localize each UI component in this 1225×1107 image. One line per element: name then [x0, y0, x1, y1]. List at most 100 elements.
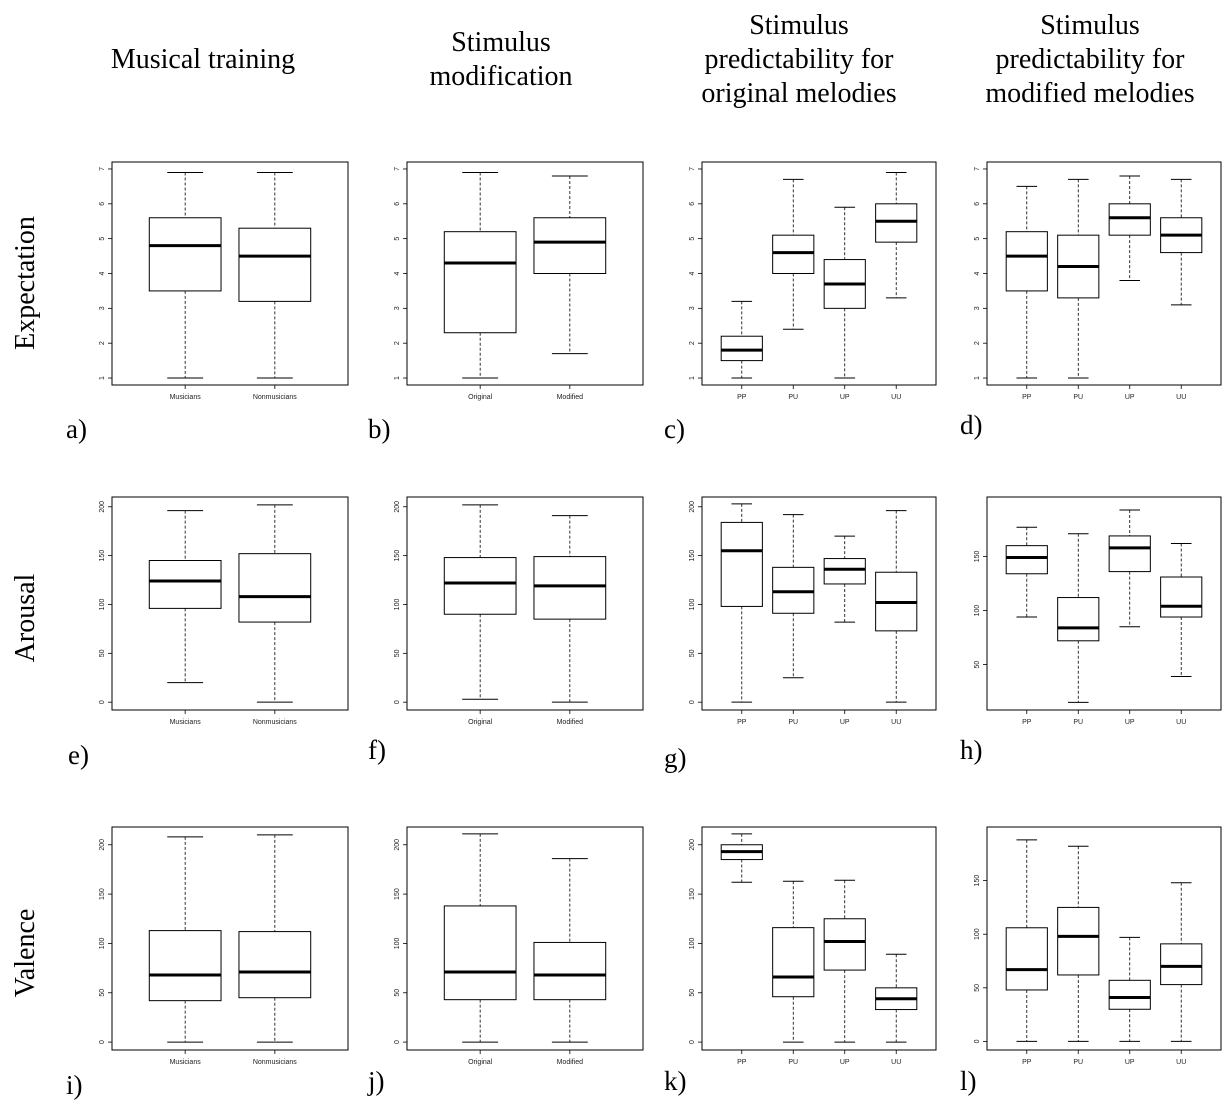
y-tick-label: 7 [689, 167, 696, 171]
iqr-box [443, 231, 517, 334]
y-tick-label: 100 [974, 928, 981, 940]
y-tick-label: 200 [394, 501, 401, 513]
y-tick-label: 2 [394, 341, 401, 345]
y-tick-label: 3 [99, 306, 106, 310]
box-up [1108, 509, 1151, 714]
box-uu [1160, 178, 1203, 389]
box-musicians [148, 510, 222, 714]
boxplot-l: 0 50 100 150 PP PU UP UU [974, 826, 1222, 1066]
x-tick-label: PU [1073, 1059, 1083, 1066]
box-original [443, 833, 517, 1054]
box-up [1108, 936, 1151, 1054]
y-tick-label: 50 [974, 984, 981, 992]
y-tick-label: 150 [394, 888, 401, 900]
y-tick-label: 6 [99, 202, 106, 206]
x-tick-label: PP [1022, 719, 1032, 726]
x-tick-label: PU [788, 719, 798, 726]
x-tick-label: PU [1073, 394, 1083, 401]
y-tick-label: 100 [394, 599, 401, 611]
plot-frame [701, 496, 937, 711]
panel-label-l: l) [960, 1066, 977, 1096]
x-tick-label: PU [788, 394, 798, 401]
x-tick-label: UU [891, 719, 901, 726]
iqr-box [875, 203, 918, 243]
box-original [443, 504, 517, 714]
box-nonmusicians [238, 834, 312, 1054]
y-tick-label: 200 [394, 839, 401, 851]
y-tick-label: 0 [99, 700, 106, 704]
y-tick-label: 100 [974, 605, 981, 617]
x-tick-label: PU [788, 1059, 798, 1066]
iqr-box [148, 930, 222, 1002]
y-tick-label: 100 [394, 937, 401, 949]
plot-frame [986, 826, 1222, 1051]
x-tick-label: PP [1022, 1059, 1032, 1066]
iqr-box [1160, 943, 1203, 986]
box-musicians [148, 836, 222, 1054]
box-pp [720, 503, 763, 714]
box-nonmusicians [238, 171, 312, 389]
row-header-valence: Valence [10, 908, 41, 997]
panel-label-k: k) [664, 1066, 687, 1096]
iqr-box [1160, 576, 1203, 618]
boxplot-c: 1 2 3 4 5 6 7 PP PU UP UU [689, 161, 937, 401]
box-pp [1005, 839, 1048, 1054]
x-tick-label: UU [1176, 719, 1186, 726]
y-tick-label: 150 [689, 550, 696, 562]
box-uu [875, 953, 918, 1054]
x-tick-label: UP [840, 719, 850, 726]
y-tick-label: 7 [394, 167, 401, 171]
iqr-box [720, 335, 763, 362]
y-tick-label: 0 [974, 1039, 981, 1043]
plot-frame [111, 496, 349, 711]
panel-label-d: d) [960, 410, 983, 440]
plot-frame [111, 826, 349, 1051]
iqr-box [148, 560, 222, 609]
y-tick-label: 200 [689, 839, 696, 851]
boxplot-f: 0 50 100 150 200 Original Modified [394, 496, 644, 726]
y-tick-label: 2 [99, 341, 106, 345]
boxplot-e: 0 50 100 150 200 Musicians Nonmusicians [99, 496, 349, 726]
panel-label-a: a) [66, 414, 87, 444]
box-nonmusicians [238, 504, 312, 714]
box-up [1108, 175, 1151, 389]
boxplot-a: 1 2 3 4 5 6 7 Musicians Nonmusicians [99, 161, 349, 401]
iqr-box [1005, 545, 1048, 575]
x-tick-label: UU [891, 394, 901, 401]
y-tick-label: 100 [689, 599, 696, 611]
y-tick-label: 50 [394, 649, 401, 657]
y-tick-label: 4 [394, 271, 401, 275]
y-tick-label: 0 [689, 700, 696, 704]
box-uu [875, 510, 918, 714]
y-tick-label: 3 [974, 306, 981, 310]
panel-label-i: i) [66, 1070, 83, 1100]
y-tick-label: 5 [689, 237, 696, 241]
y-tick-label: 0 [99, 1040, 106, 1044]
y-tick-label: 150 [974, 875, 981, 887]
y-tick-label: 150 [99, 550, 106, 562]
boxplot-k: 0 50 100 150 200 PP PU UP UU [689, 826, 937, 1066]
x-tick-label: PP [1022, 394, 1032, 401]
box-original [443, 171, 517, 389]
y-tick-label: 1 [689, 376, 696, 380]
plot-frame [701, 826, 937, 1051]
y-tick-label: 50 [689, 649, 696, 657]
x-tick-label: Modified [557, 719, 584, 726]
box-pu [1057, 178, 1100, 389]
y-tick-label: 6 [689, 202, 696, 206]
box-up [823, 206, 866, 389]
iqr-box [533, 217, 607, 274]
iqr-box [533, 556, 607, 620]
iqr-box [238, 931, 312, 999]
y-tick-label: 50 [99, 989, 106, 997]
box-modified [533, 515, 607, 714]
boxplot-j: 0 50 100 150 200 Original Modified [394, 826, 644, 1066]
box-up [823, 879, 866, 1054]
y-tick-label: 0 [394, 700, 401, 704]
plot-frame [986, 496, 1222, 711]
y-tick-label: 150 [394, 550, 401, 562]
x-tick-label: Nonmusicians [253, 1059, 297, 1066]
x-tick-label: Original [468, 394, 493, 401]
y-tick-label: 50 [689, 989, 696, 997]
y-tick-label: 150 [689, 888, 696, 900]
